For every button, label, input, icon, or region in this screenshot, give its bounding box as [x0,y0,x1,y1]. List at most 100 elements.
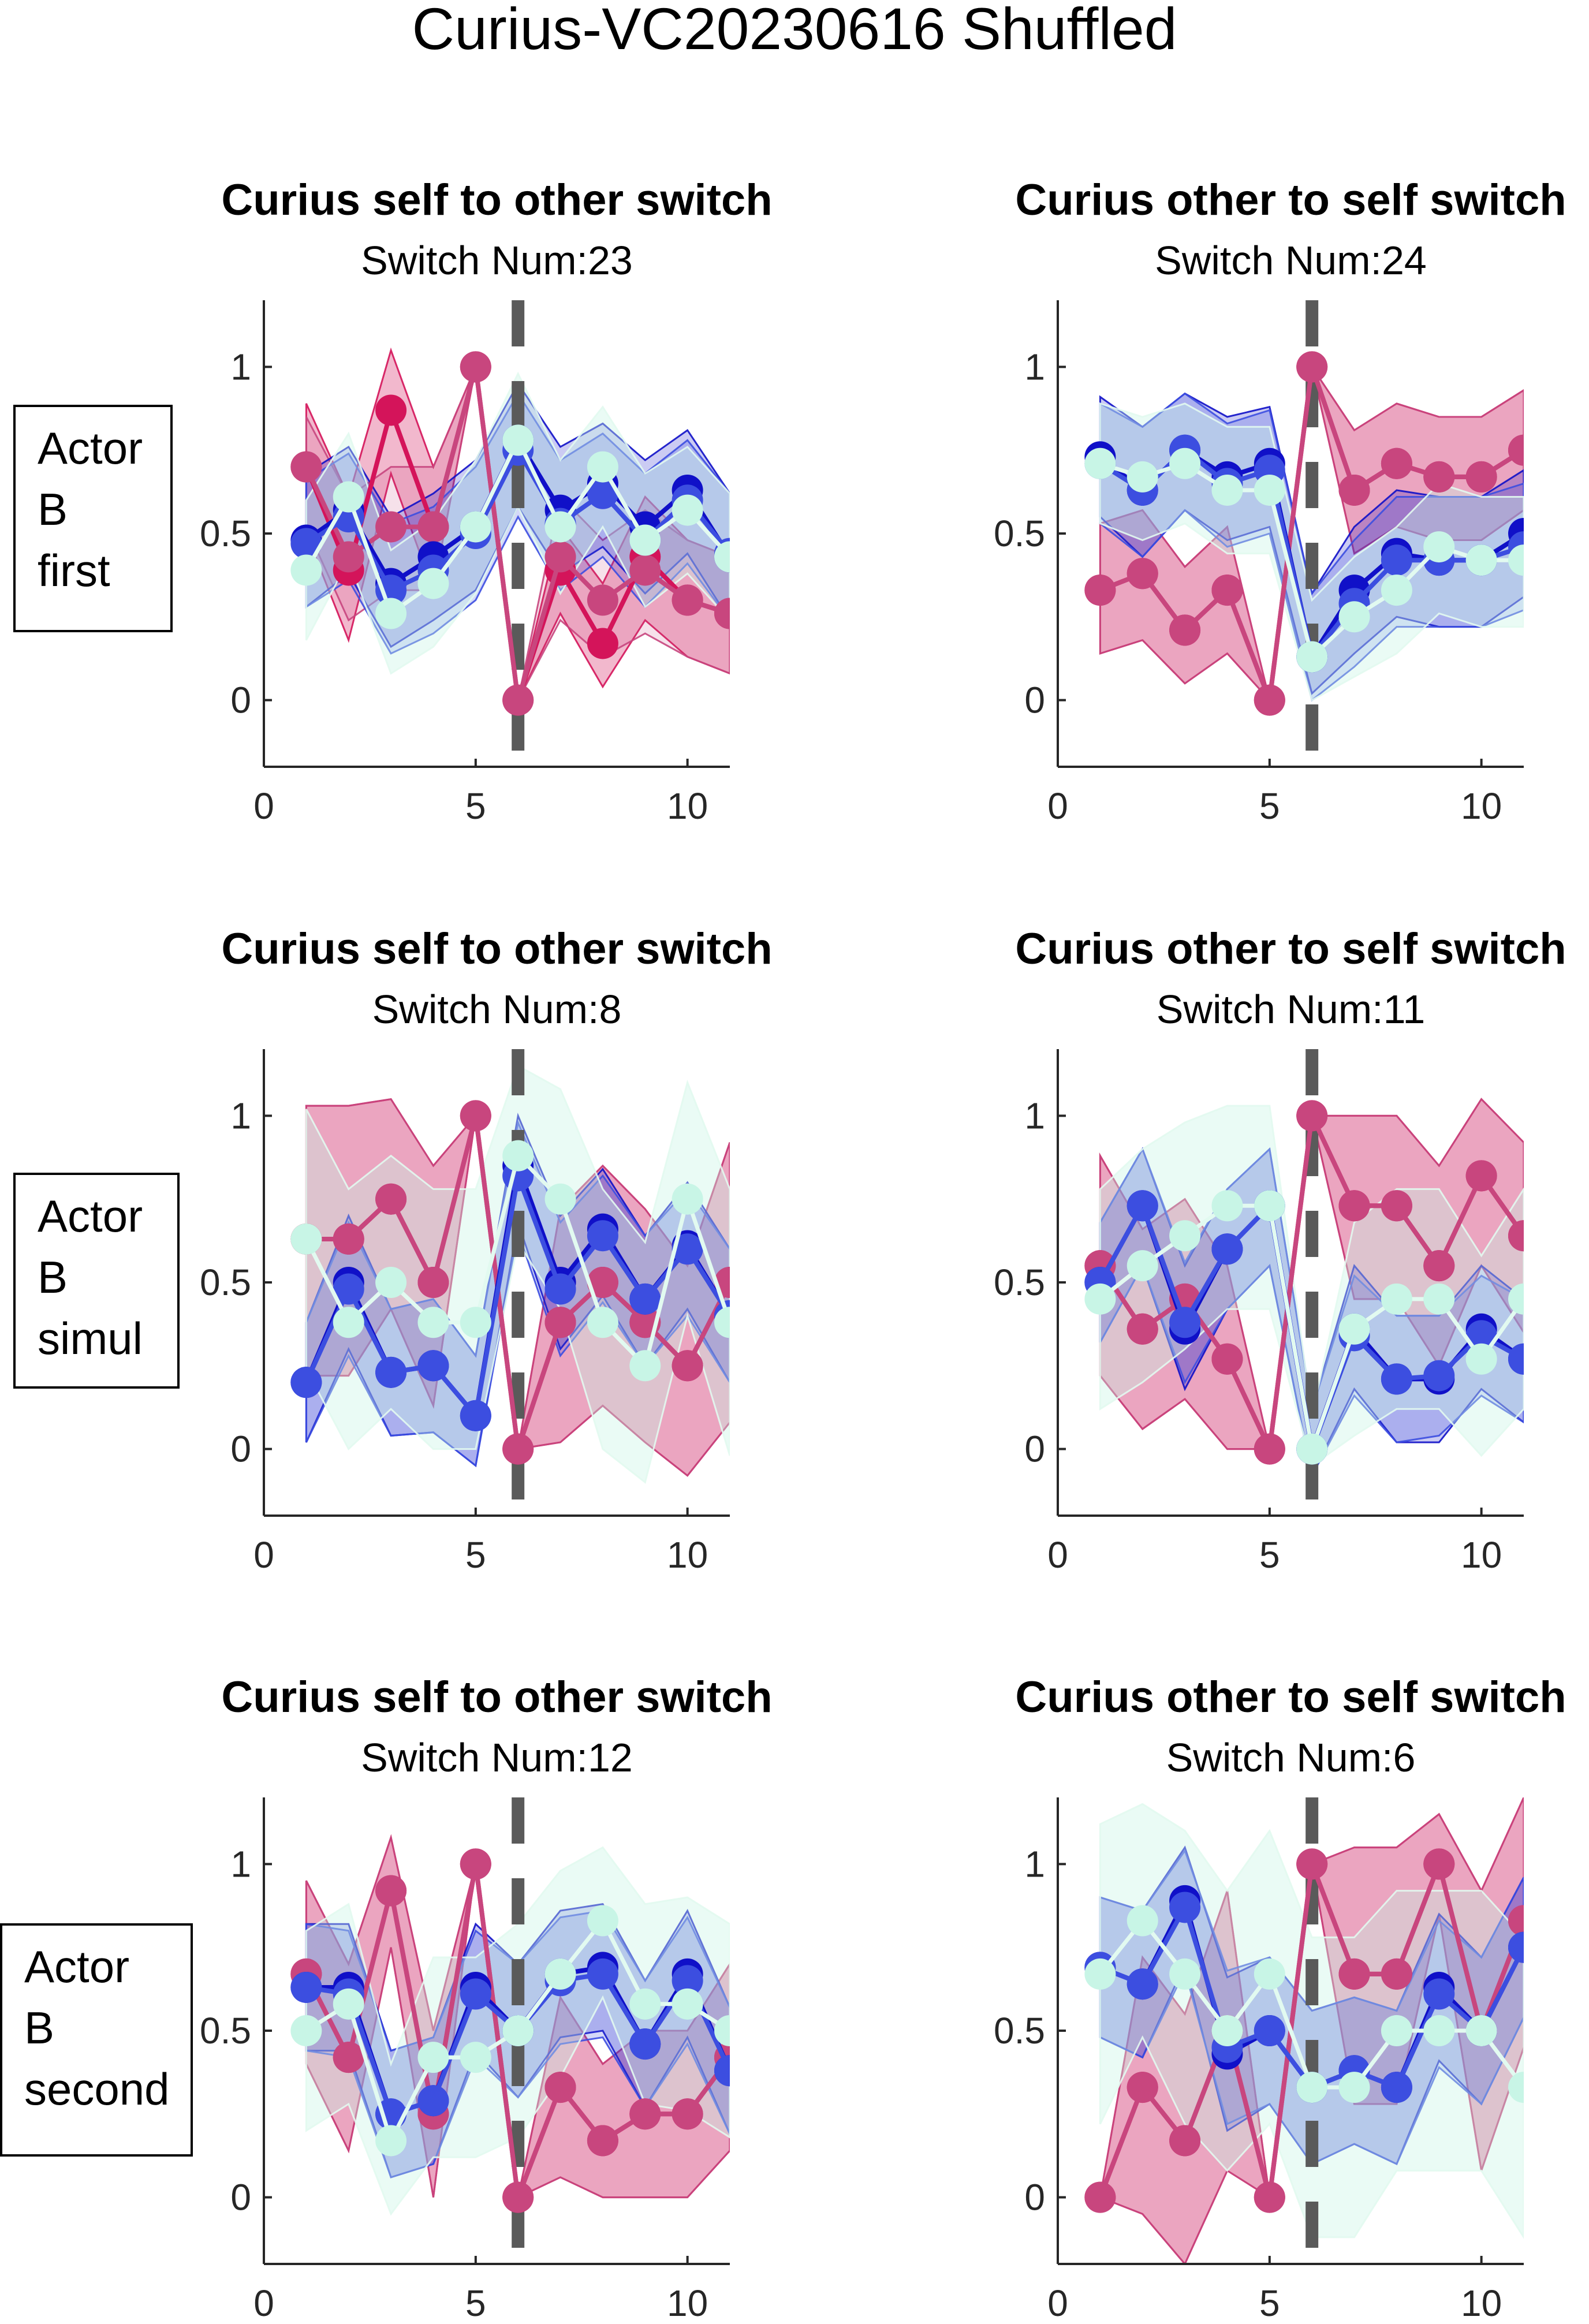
x-tick-label: 5 [1259,785,1280,827]
data-point [1338,1958,1370,1990]
data-point [1169,2125,1201,2157]
data-point [1508,1931,1524,1963]
data-point [1169,1958,1201,1990]
data-point [460,1400,491,1431]
data-point [1254,684,1285,716]
data-point [1381,2015,1412,2046]
data-point [1296,1433,1328,1465]
data-point [375,1356,407,1388]
y-tick-label: 0.5 [200,2010,251,2051]
data-point [1254,1190,1285,1222]
data-point [1296,1100,1328,1132]
data-point [1508,1283,1524,1315]
data-point [629,1283,661,1315]
data-point [672,1988,703,2020]
data-point [1381,1190,1412,1222]
row-label-line: Actor [24,1941,129,1992]
data-point [587,584,618,616]
panel-subtitle: Switch Num:6 [1166,1735,1416,1780]
row-label-box [0,1923,193,2157]
data-point [1338,601,1370,633]
y-tick-label: 1 [1024,346,1045,387]
x-tick-label: 0 [1047,2282,1068,2324]
data-point [1084,1283,1116,1315]
data-point [333,541,364,573]
x-tick-label: 0 [253,785,274,827]
data-point [1423,1283,1455,1315]
data-point [375,575,407,606]
data-point [1084,447,1116,479]
data-point [290,1223,322,1255]
data-point [544,541,576,573]
y-tick-label: 0.5 [200,1262,251,1303]
data-point [1338,474,1370,506]
row-label-line: simul [38,1313,143,1364]
data-point [460,1978,491,2010]
data-point [1423,461,1455,493]
data-point [1508,544,1524,576]
x-tick-label: 5 [1259,2282,1280,2324]
y-tick-label: 0 [230,680,251,721]
confidence-band-magenta_light [1099,1098,1524,1450]
data-point [1211,1233,1243,1265]
data-point [672,1350,703,1382]
data-point [714,2055,730,2087]
data-point [1169,614,1201,646]
data-point [672,1965,703,1997]
data-point [587,451,618,483]
data-point [587,1307,618,1338]
data-point [1084,575,1116,606]
data-point [1508,1220,1524,1252]
confidence-band-mint [305,1064,730,1484]
y-tick-label: 0.5 [994,513,1045,554]
data-point [375,1875,407,1907]
data-point [1465,544,1497,576]
panels: Curius self to other switch Switch Num:23… [200,176,1566,2324]
x-tick-label: 5 [465,1534,486,1576]
panel-title: Curius other to self switch [1015,176,1566,225]
x-tick-label: 5 [465,785,486,827]
plot-area [290,1797,730,2264]
plot-area [290,1049,730,1516]
panel-6: Curius other to self switch Switch Num:6 0… [994,1673,1566,2324]
data-point [1169,447,1201,479]
x-tick-label: 0 [1047,1534,1068,1576]
data-point [460,1100,491,1132]
data-point [417,1307,449,1338]
data-point [502,684,534,716]
data-point [1254,2015,1285,2046]
data-point [333,481,364,513]
y-tick-label: 1 [1024,1843,1045,1885]
data-point [1338,2072,1370,2103]
y-tick-label: 0.5 [200,513,251,554]
data-point [1254,2181,1285,2213]
data-point [1296,351,1328,383]
data-point [1381,1958,1412,1990]
x-tick-label: 10 [667,2282,708,2324]
data-point [1381,1363,1412,1395]
data-point [290,451,322,483]
panel-subtitle: Switch Num:24 [1155,238,1427,283]
data-point [1254,474,1285,506]
data-point [1465,1320,1497,1352]
data-point [502,424,534,456]
data-point [1127,2072,1158,2103]
panel-subtitle: Switch Num:8 [372,987,622,1032]
data-point [1381,2072,1412,2103]
data-point [460,1848,491,1880]
data-point [1127,1250,1158,1282]
data-point [1211,1190,1243,1222]
data-point [629,554,661,586]
x-tick-label: 10 [667,1534,708,1576]
x-tick-label: 5 [1259,1534,1280,1576]
data-point [1127,558,1158,590]
data-point [714,541,730,573]
plot-area [290,300,730,767]
data-point [333,2042,364,2073]
data-point [333,1988,364,2020]
data-point [714,598,730,629]
row-label-line: B [24,2002,54,2053]
data-point [1211,474,1243,506]
